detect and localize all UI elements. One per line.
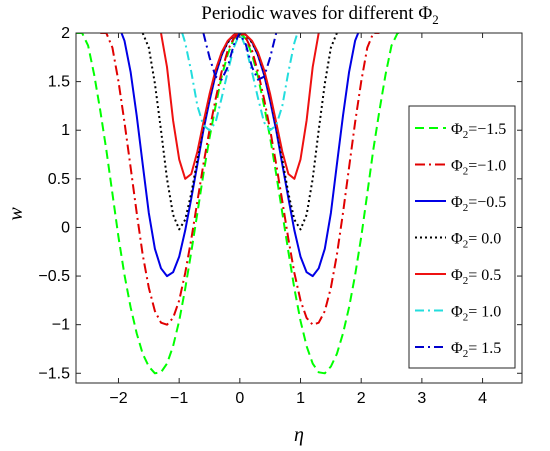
x-tick-label: 3 (417, 390, 426, 407)
x-tick-label: 4 (478, 390, 487, 407)
legend-label-2: Φ2=−0.5 (451, 194, 506, 214)
series-line-2 (120, 33, 360, 278)
legend-label-3: Φ2= 0.0 (451, 231, 501, 251)
x-tick-label: 2 (357, 390, 366, 407)
series-group (76, 33, 404, 375)
x-tick-label: 0 (235, 390, 244, 407)
y-axis: −1.5 −1 −0.5 0 0.5 1 1.5 2 (38, 25, 522, 382)
x-tick-label: −2 (109, 390, 127, 407)
y-tick-label: 1.5 (48, 74, 70, 91)
x-axis: −2 −1 0 1 2 3 4 (109, 33, 487, 407)
y-tick-label: 2 (61, 25, 70, 42)
series-line-6 (202, 33, 278, 81)
legend-label-0: Φ2=−1.5 (451, 121, 506, 141)
legend-label-1: Φ2=−1.0 (451, 158, 506, 178)
x-tick-label: −1 (170, 390, 188, 407)
y-tick-label: 0 (61, 219, 70, 236)
y-tick-label: 0.5 (48, 171, 70, 188)
series-line-5 (181, 33, 299, 132)
y-tick-label: 1 (61, 122, 70, 139)
legend: Φ2=−1.5 Φ2=−1.0 Φ2=−0.5 Φ2= 0.0 Φ2= 0.5 Φ2= 1… (408, 105, 516, 369)
y-tick-label: −1 (52, 317, 70, 334)
x-tick-label: 1 (296, 390, 305, 407)
x-axis-label: η (294, 424, 304, 446)
legend-label-4: Φ2= 0.5 (451, 267, 501, 287)
series-line-0 (76, 33, 404, 375)
series-line-3 (141, 33, 338, 231)
chart-title-subscript: 2 (432, 12, 439, 27)
legend-label-5: Φ2= 1.0 (451, 304, 501, 324)
y-tick-label: −0.5 (38, 268, 70, 285)
series-line-4 (160, 33, 320, 180)
axes-box (75, 32, 523, 384)
legend-label-6: Φ2= 1.5 (451, 340, 501, 360)
chart-title: Periodic waves for different Φ2 (201, 3, 438, 27)
y-tick-label: −1.5 (38, 365, 70, 382)
y-axis-label: w (5, 207, 27, 221)
